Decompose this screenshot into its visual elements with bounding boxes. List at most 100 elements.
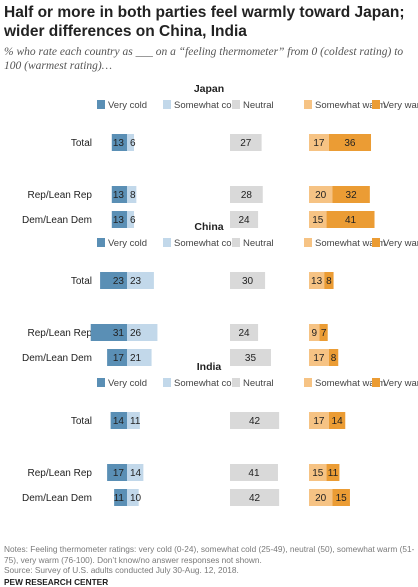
- value-very-cold: 23: [113, 276, 125, 287]
- value-somewhat-warm: 17: [313, 138, 325, 149]
- bar-very-cold: [107, 464, 127, 481]
- value-neutral: 28: [241, 190, 253, 201]
- bar-very-warm: [332, 489, 350, 506]
- legend-label-very-cold: Very cold: [108, 238, 147, 249]
- bar-somewhat-cold: [127, 134, 135, 151]
- value-very-cold: 14: [113, 416, 125, 427]
- value-very-cold: 17: [113, 468, 125, 479]
- value-neutral: 24: [238, 328, 250, 339]
- value-somewhat-cold: 21: [130, 353, 142, 364]
- legend-label-somewhat-warm: Somewhat warm: [315, 378, 386, 389]
- legend-label-very-warm: Very warm: [383, 100, 418, 111]
- bar-very-cold: [100, 272, 127, 289]
- value-very-warm: 8: [326, 276, 332, 287]
- row-label: Rep/Lean Rep: [28, 328, 93, 339]
- legend-swatch-somewhat-warm: [304, 238, 312, 247]
- chart-subtitle: % who rate each country as ___ on a “fee…: [4, 46, 404, 72]
- legend-label-somewhat-cold: Somewhat cold: [174, 100, 239, 111]
- bar-neutral: [230, 134, 262, 151]
- brand-credit: PEW RESEARCH CENTER: [4, 577, 109, 587]
- row-label: Dem/Lean Dem: [22, 353, 92, 364]
- bar-somewhat-cold: [127, 489, 139, 506]
- legend-label-very-cold: Very cold: [108, 100, 147, 111]
- legend-swatch-somewhat-cold: [163, 378, 171, 387]
- bar-very-warm: [332, 186, 370, 203]
- chart-notes: Notes: Feeling thermometer ratings: very…: [4, 544, 415, 565]
- value-somewhat-cold: 10: [130, 493, 142, 504]
- panel-title-japan: Japan: [194, 83, 224, 95]
- thermometer-chart: Japan Very cold Somewhat cold Neutral Somewh…: [22, 83, 418, 506]
- bar-somewhat-cold: [127, 272, 154, 289]
- value-somewhat-warm: 15: [312, 215, 324, 226]
- legend-swatch-very-cold: [97, 238, 105, 247]
- bar-somewhat-cold: [127, 464, 144, 481]
- panel-title-china: China: [194, 221, 223, 233]
- value-very-cold: 11: [114, 493, 125, 504]
- bar-very-warm: [328, 134, 372, 151]
- legend-swatch-very-warm: [372, 100, 380, 109]
- value-somewhat-cold: 6: [130, 215, 136, 226]
- value-very-warm: 36: [344, 138, 356, 149]
- value-somewhat-cold: 26: [130, 328, 142, 339]
- value-somewhat-warm: 20: [315, 190, 327, 201]
- bar-very-cold: [110, 412, 127, 429]
- bar-neutral: [230, 349, 271, 366]
- value-neutral: 24: [238, 215, 250, 226]
- value-somewhat-warm: 15: [312, 468, 324, 479]
- bar-somewhat-warm: [309, 272, 325, 289]
- legend-swatch-very-cold: [97, 100, 105, 109]
- legend-label-neutral: Neutral: [243, 378, 274, 389]
- row-label: Dem/Lean Dem: [22, 215, 92, 226]
- bar-neutral: [230, 412, 280, 429]
- value-somewhat-cold: 11: [130, 416, 141, 427]
- legend-swatch-very-cold: [97, 378, 105, 387]
- row-label: Total: [71, 276, 92, 287]
- value-very-cold: 13: [113, 138, 125, 149]
- row-label: Total: [71, 416, 92, 427]
- legend-label-somewhat-warm: Somewhat warm: [315, 100, 386, 111]
- bar-somewhat-warm: [309, 349, 329, 366]
- bar-very-cold: [111, 186, 127, 203]
- legend-swatch-neutral: [232, 378, 240, 387]
- chart-source: Source: Survey of U.S. adults conducted …: [4, 565, 239, 575]
- bar-neutral: [230, 186, 263, 203]
- value-somewhat-cold: 14: [130, 468, 142, 479]
- bar-somewhat-warm: [309, 211, 327, 228]
- value-very-cold: 17: [113, 353, 125, 364]
- bar-somewhat-cold: [127, 412, 140, 429]
- value-neutral: 42: [249, 416, 261, 427]
- legend-label-neutral: Neutral: [243, 100, 274, 111]
- bar-very-cold: [90, 324, 127, 341]
- legend-label-very-warm: Very warm: [383, 378, 418, 389]
- value-somewhat-cold: 23: [130, 276, 142, 287]
- row-label: Dem/Lean Dem: [22, 493, 92, 504]
- value-somewhat-warm: 9: [311, 328, 317, 339]
- value-very-warm: 14: [332, 416, 344, 427]
- panel-title-india: India: [197, 361, 222, 373]
- bar-very-warm: [326, 211, 375, 228]
- legend-swatch-neutral: [232, 100, 240, 109]
- bar-somewhat-warm: [309, 186, 333, 203]
- bar-neutral: [230, 272, 266, 289]
- value-very-warm: 41: [345, 215, 357, 226]
- value-neutral: 30: [242, 276, 254, 287]
- bar-very-cold: [111, 134, 127, 151]
- legend-label-somewhat-cold: Somewhat cold: [174, 238, 239, 249]
- legend-swatch-somewhat-cold: [163, 238, 171, 247]
- legend-label-somewhat-warm: Somewhat warm: [315, 238, 386, 249]
- bar-neutral: [230, 464, 278, 481]
- value-very-cold: 13: [113, 190, 125, 201]
- value-very-warm: 32: [346, 190, 358, 201]
- bar-somewhat-warm: [309, 464, 327, 481]
- bar-somewhat-cold: [127, 186, 137, 203]
- legend-label-very-warm: Very warm: [383, 238, 418, 249]
- row-label: Rep/Lean Rep: [28, 468, 93, 479]
- value-neutral: 42: [249, 493, 261, 504]
- value-very-warm: 11: [328, 468, 339, 479]
- bar-somewhat-warm: [309, 489, 333, 506]
- value-somewhat-warm: 20: [315, 493, 327, 504]
- bar-very-warm: [319, 324, 328, 341]
- bar-neutral: [230, 324, 259, 341]
- bar-somewhat-cold: [127, 324, 158, 341]
- row-label: Rep/Lean Rep: [28, 190, 93, 201]
